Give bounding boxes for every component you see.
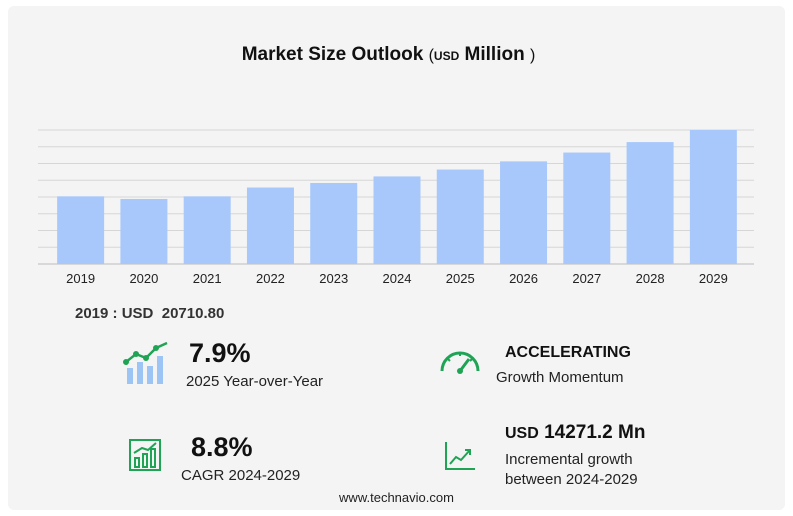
incremental-label-1: Incremental growth <box>505 451 633 468</box>
momentum-value: ACCELERATING <box>505 344 631 361</box>
bar-2024 <box>373 176 421 264</box>
x-tick-label: 2025 <box>446 271 475 286</box>
yoy-value: 7.9% <box>189 338 251 368</box>
bar-2019 <box>57 196 105 264</box>
cagr-label: CAGR 2024-2029 <box>181 467 301 484</box>
bar-2029 <box>689 130 737 264</box>
x-tick-label: 2022 <box>256 271 285 286</box>
x-tick-label: 2023 <box>319 271 348 286</box>
x-tick-label: 2024 <box>383 271 412 286</box>
bar-2027 <box>563 152 611 264</box>
bar-chart-trend-icon <box>123 341 168 384</box>
line-chart-icon <box>445 442 475 470</box>
x-tick-label: 2027 <box>572 271 601 286</box>
yoy-label: 2025 Year-over-Year <box>186 373 324 390</box>
chart-title: Market Size Outlook (USD Million ) <box>241 44 536 65</box>
speedometer-icon <box>440 351 480 374</box>
bar-2022 <box>246 187 294 264</box>
bar-2021 <box>183 196 231 264</box>
cagr-value: 8.8% <box>191 432 253 462</box>
bar-chart-growth-icon <box>129 439 161 471</box>
x-tick-label: 2020 <box>129 271 158 286</box>
incremental-label-2: between 2024-2029 <box>505 471 638 488</box>
bar-2028 <box>626 142 674 264</box>
bar-2025 <box>436 169 484 264</box>
x-tick-label: 2019 <box>66 271 95 286</box>
momentum-label: Growth Momentum <box>496 369 624 386</box>
bar-chart: 2019 2020 2021 2022 2023 2024 2025 2026 2027 2028… <box>38 129 754 286</box>
incremental-value: USD 14271.2 Mn <box>505 422 646 443</box>
x-tick-label: 2026 <box>509 271 538 286</box>
title-unit: USD <box>433 49 460 63</box>
source-url: www.technavio.com <box>339 490 454 505</box>
base-year-value: 2019 : USD 20710.80 <box>75 305 225 322</box>
bar-2020 <box>120 198 168 264</box>
x-tick-label: 2021 <box>193 271 222 286</box>
x-tick-label: 2029 <box>699 271 728 286</box>
x-tick-label: 2028 <box>636 271 665 286</box>
bar-2023 <box>310 182 358 264</box>
bar-2026 <box>500 161 548 264</box>
